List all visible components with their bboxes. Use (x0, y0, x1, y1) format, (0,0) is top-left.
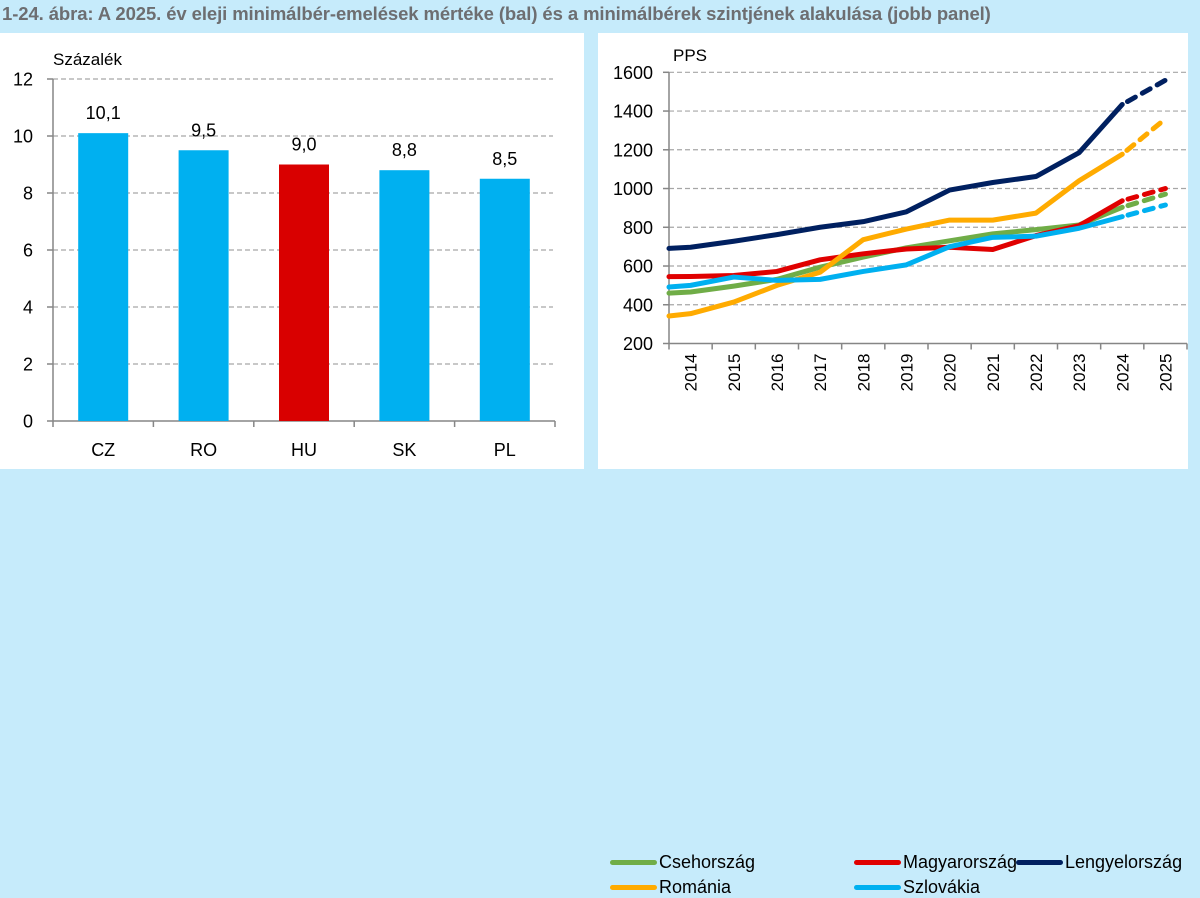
y-tick-label: 12 (13, 70, 33, 90)
data-label: 10,1 (86, 103, 121, 123)
y-tick-label: 6 (23, 241, 33, 261)
y-tick-label: 10 (13, 127, 33, 147)
y-tick-label: 200 (623, 334, 653, 354)
bar-chart: Százalék 0 2 4 6 8 10 12 10,1 CZ 9,5 RO 9,0 HU 8,8 SK 8,… (0, 33, 584, 469)
left-panel-bar-chart: Százalék 0 2 4 6 8 10 12 10,1 CZ 9,5 RO 9,0 HU 8,8 SK 8,… (0, 33, 584, 469)
legend-label: Románia (659, 877, 731, 898)
series-forecast-lengyelország (1122, 80, 1165, 104)
x-tick-label: 2020 (941, 354, 960, 392)
legend-swatch (610, 885, 657, 890)
x-tick-label: 2019 (897, 354, 916, 392)
legend-item-magyarország: Magyarország (854, 852, 1017, 873)
bar-pl (480, 179, 530, 421)
y-tick-label: 2 (23, 355, 33, 375)
bar-sk (379, 170, 429, 421)
x-tick-label: 2016 (768, 354, 787, 392)
legend-item-lengyelország: Lengyelország (1016, 852, 1182, 873)
series-forecast-románia (1122, 119, 1165, 154)
y-tick-label: 1600 (613, 63, 653, 83)
x-tick-label: SK (392, 440, 416, 460)
x-tick-label: 2014 (682, 354, 701, 392)
y-tick-label: 400 (623, 295, 653, 315)
y-tick-label: 1400 (613, 102, 653, 122)
y-tick-label: 600 (623, 257, 653, 277)
x-tick-label: 2025 (1156, 354, 1175, 392)
y-tick-label: 1000 (613, 179, 653, 199)
y-axis-unit-label: PPS (673, 46, 707, 65)
y-tick-label: 0 (23, 412, 33, 432)
x-tick-label: CZ (91, 440, 115, 460)
legend-label: Lengyelország (1065, 852, 1182, 873)
line-chart: PPS 200 400 600 800 1000 1200 1400 1600 2014 2015 2… (598, 33, 1188, 469)
data-label: 8,8 (392, 140, 417, 160)
x-tick-label: RO (190, 440, 217, 460)
data-label: 9,5 (191, 120, 216, 140)
data-label: 8,5 (492, 149, 517, 169)
bar-ro (179, 150, 229, 421)
y-tick-label: 4 (23, 298, 33, 318)
x-tick-label: 2017 (811, 354, 830, 392)
legend-item-szlovákia: Szlovákia (854, 877, 980, 898)
right-panel-line-chart: PPS 200 400 600 800 1000 1200 1400 1600 2014 2015 2… (598, 33, 1188, 469)
x-tick-label: 2024 (1113, 354, 1132, 392)
legend-swatch (854, 860, 901, 865)
legend-swatch (854, 885, 901, 890)
legend-item-románia: Románia (610, 877, 731, 898)
y-tick-label: 1200 (613, 140, 653, 160)
y-tick-label: 800 (623, 218, 653, 238)
legend-swatch (1016, 860, 1063, 865)
legend-swatch (610, 860, 657, 865)
y-tick-label: 8 (23, 184, 33, 204)
figure-title: 1-24. ábra: A 2025. év eleji minimálbér-… (2, 3, 991, 25)
y-axis-unit-label: Százalék (53, 50, 122, 69)
legend-label: Szlovákia (903, 877, 980, 898)
legend-label: Magyarország (903, 852, 1017, 873)
bar-hu (279, 165, 329, 422)
x-tick-label: 2015 (725, 354, 744, 392)
x-tick-label: PL (494, 440, 516, 460)
bar-cz (78, 133, 128, 421)
legend-item-csehország: Csehország (610, 852, 755, 873)
x-tick-label: 2022 (1027, 354, 1046, 392)
legend-label: Csehország (659, 852, 755, 873)
x-tick-label: HU (291, 440, 317, 460)
data-label: 9,0 (291, 135, 316, 155)
x-tick-label: 2018 (854, 354, 873, 392)
x-tick-label: 2023 (1070, 354, 1089, 392)
x-tick-label: 2021 (984, 354, 1003, 392)
